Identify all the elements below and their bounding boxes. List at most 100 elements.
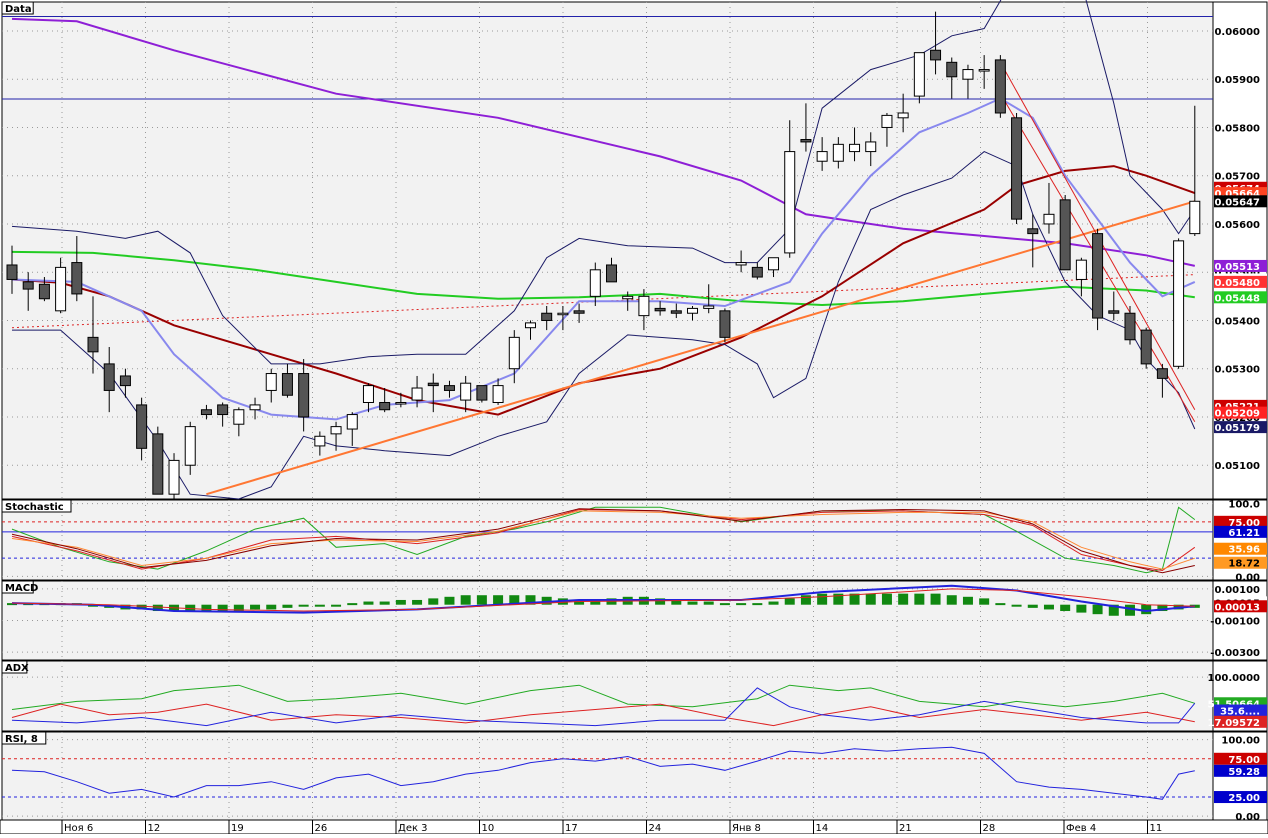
y-tick-label: 0.06000 bbox=[1214, 27, 1260, 38]
price-label: 35.6.... bbox=[1220, 707, 1260, 718]
candle-body bbox=[460, 382, 472, 401]
candle-body bbox=[184, 426, 196, 466]
macd-bar bbox=[412, 599, 423, 605]
candle-body bbox=[978, 69, 990, 72]
candle-body bbox=[1140, 329, 1152, 365]
candle-body bbox=[703, 305, 715, 309]
macd-bar bbox=[800, 595, 811, 605]
x-tick-label: 21 bbox=[899, 823, 912, 834]
price-label-box bbox=[1214, 791, 1267, 804]
price-label: 0.00013 bbox=[1214, 602, 1260, 613]
candle-body bbox=[379, 401, 391, 411]
candle-body bbox=[687, 307, 699, 314]
macd-bar bbox=[914, 593, 925, 605]
candle-body bbox=[71, 262, 83, 295]
candle-body bbox=[654, 307, 666, 312]
price-label: 0.05448 bbox=[1214, 293, 1260, 304]
candle-body bbox=[249, 404, 261, 411]
price-label-box bbox=[1214, 259, 1267, 272]
price-label: 17.09572 bbox=[1207, 718, 1260, 729]
x-tick-label: 26 bbox=[315, 823, 328, 834]
x-tick-label: 14 bbox=[816, 823, 829, 834]
macd-bar bbox=[898, 593, 909, 605]
panel-title-box bbox=[1, 1, 34, 15]
series-line bbox=[11, 687, 1196, 727]
candle-body bbox=[346, 414, 358, 430]
price-label-box bbox=[1214, 421, 1267, 434]
panel-title-box bbox=[1, 660, 28, 674]
panel-2: 0.00100-0.00100-0.003000.000150.00013MAC… bbox=[1, 580, 1268, 661]
macd-bar bbox=[509, 595, 520, 605]
candle-body bbox=[1173, 240, 1185, 367]
y-tick-label: 0.00 bbox=[1235, 572, 1260, 583]
series-line bbox=[11, 588, 1195, 612]
macd-bar bbox=[282, 604, 293, 608]
macd-bar bbox=[1108, 604, 1119, 616]
price-label-box bbox=[1214, 515, 1267, 528]
series-line bbox=[11, 165, 1196, 416]
macd-bar bbox=[379, 601, 390, 605]
price-label: 0.05179 bbox=[1214, 423, 1260, 434]
candle-body bbox=[768, 257, 780, 271]
price-label-box bbox=[1214, 715, 1267, 728]
macd-bar bbox=[331, 604, 342, 607]
price-label: 0.05664 bbox=[1214, 189, 1260, 200]
panel-plot-area bbox=[1, 731, 1214, 821]
macd-bar bbox=[250, 604, 261, 610]
macd-bar bbox=[444, 596, 455, 605]
candle-body bbox=[233, 409, 245, 425]
candle-body bbox=[330, 426, 342, 435]
macd-bar bbox=[428, 598, 439, 605]
candle-body bbox=[784, 151, 796, 254]
macd-bar bbox=[1157, 604, 1168, 612]
candle-body bbox=[200, 409, 212, 416]
candle-body bbox=[622, 295, 634, 300]
panel-title-box bbox=[1, 499, 72, 513]
candle-body bbox=[897, 112, 909, 119]
macd-bar bbox=[460, 595, 471, 605]
candle-body bbox=[962, 69, 974, 80]
macd-bar bbox=[152, 604, 163, 612]
price-label-box bbox=[1214, 291, 1267, 304]
candle-body bbox=[930, 49, 942, 61]
price-label-box bbox=[1214, 556, 1267, 569]
panel-title: ADX bbox=[5, 663, 29, 674]
candle-body bbox=[573, 310, 585, 314]
series-line bbox=[11, 510, 1195, 570]
macd-bar bbox=[865, 593, 876, 605]
macd-bar bbox=[266, 604, 277, 610]
macd-bar bbox=[1092, 604, 1103, 615]
macd-bar bbox=[298, 604, 309, 607]
candle-body bbox=[265, 373, 277, 391]
x-tick-label: 10 bbox=[482, 823, 495, 834]
candle-body bbox=[1059, 199, 1071, 271]
macd-bar bbox=[541, 596, 552, 605]
candle-body bbox=[281, 373, 293, 396]
candle-body bbox=[1027, 228, 1039, 235]
panel-title: MACD bbox=[5, 583, 38, 594]
macd-bar bbox=[930, 593, 941, 605]
y-tick-label: 100.00 bbox=[1221, 736, 1260, 747]
macd-bar bbox=[314, 604, 325, 607]
candle-body bbox=[946, 61, 958, 78]
macd-bar bbox=[574, 599, 585, 605]
y-tick-label: 0.05400 bbox=[1214, 316, 1260, 327]
y-tick-label: 0.05700 bbox=[1214, 172, 1260, 183]
price-label: 61.21 bbox=[1228, 528, 1260, 539]
price-label-box bbox=[1214, 600, 1267, 613]
candle-body bbox=[800, 139, 812, 143]
candle-body bbox=[395, 401, 407, 405]
candle-body bbox=[994, 59, 1006, 114]
macd-bar bbox=[1076, 604, 1087, 613]
macd-bar bbox=[233, 604, 244, 612]
x-tick-label: Ноя 6 bbox=[64, 823, 93, 834]
macd-bar bbox=[979, 598, 990, 605]
candle-body bbox=[152, 433, 164, 495]
candle-body bbox=[1092, 233, 1104, 319]
x-tick-label: Фев 4 bbox=[1066, 823, 1096, 834]
series-line bbox=[11, 506, 1196, 574]
macd-bar bbox=[817, 593, 828, 605]
